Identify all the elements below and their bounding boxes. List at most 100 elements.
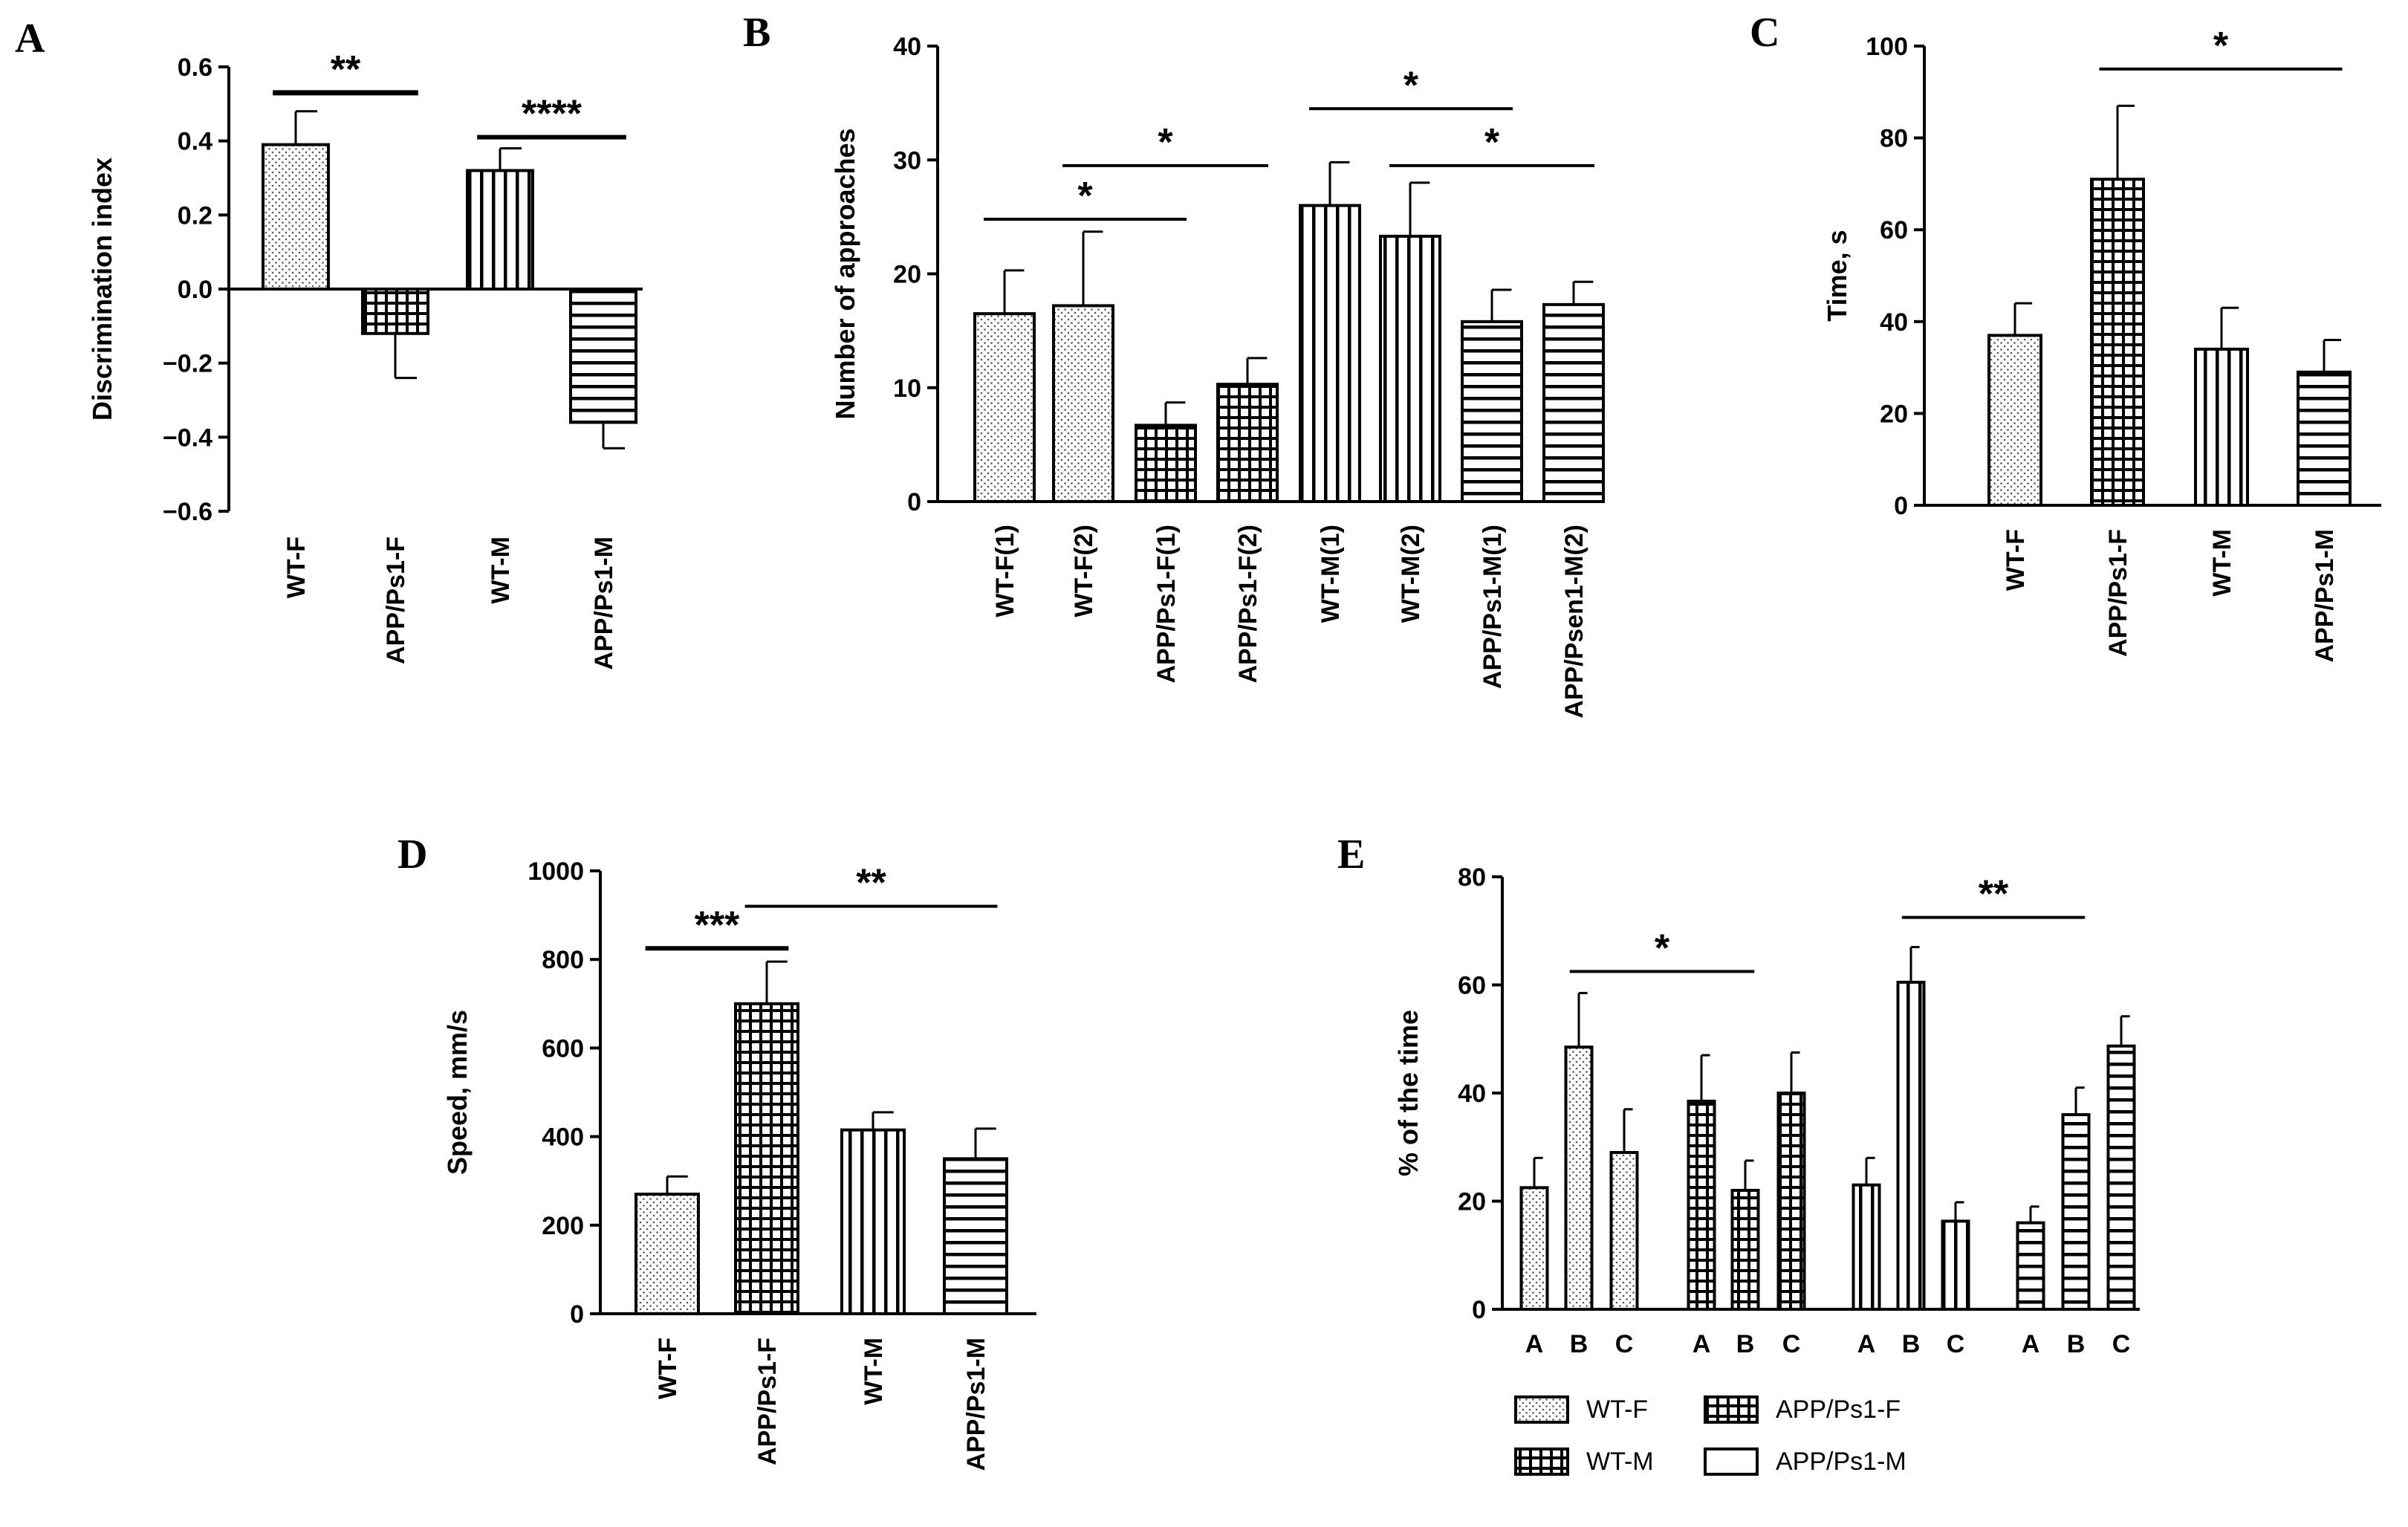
panel-a-category-label: APP/Ps1-F xyxy=(382,536,410,664)
panel-c-chart: 0 20 40 60 80 100 Time, s WT-F APP/Ps1-F WT-M APP/… xyxy=(1822,25,2381,663)
panel-a-bar xyxy=(262,143,330,291)
panel-e-legend: WT-F APP/Ps1-F WT-M APP/Ps1-M xyxy=(1514,1395,1906,1476)
panel-b-ytick-label: 0 xyxy=(907,488,921,516)
panel-c-bar xyxy=(2194,347,2249,507)
panel-c-category-label: WT-M xyxy=(2208,529,2236,597)
panel-e-ytick-label: 60 xyxy=(1458,972,1486,1000)
legend-label: APP/Ps1-M xyxy=(1776,1447,1906,1476)
panel-b-bar xyxy=(1135,424,1197,504)
panel-e-category-label: A xyxy=(1693,1330,1711,1358)
panel-b-ylabel: Number of approaches xyxy=(830,128,860,419)
panel-letter-d: D xyxy=(397,831,427,878)
panel-b-significance-label: * xyxy=(1484,121,1500,164)
panel-a-ytick-label: 0.4 xyxy=(178,128,212,156)
panel-d-bar xyxy=(840,1128,906,1316)
panel-a-chart: −0.6 −0.4 −0.2 0.0 0.2 0.4 0.6 Discrimination i… xyxy=(87,48,643,670)
panel-e-category-label: A xyxy=(1857,1330,1876,1358)
panel-d-ylabel: Speed, mm/s xyxy=(442,1010,473,1175)
panel-b-category-label: WT-M(1) xyxy=(1317,525,1345,623)
panel-e-category-label: C xyxy=(1615,1330,1634,1358)
panel-b-category-label: APP/Ps1-F(1) xyxy=(1152,525,1181,684)
panel-d-ytick-label: 400 xyxy=(542,1124,584,1152)
panel-letter-b: B xyxy=(743,10,770,56)
panel-e-ytick-label: 20 xyxy=(1458,1188,1486,1216)
panel-a-ytick-label: −0.2 xyxy=(163,350,212,378)
legend-label: WT-M xyxy=(1586,1447,1654,1476)
panel-c-category-label: APP/Ps1-F xyxy=(2104,529,2132,657)
panel-d-category-label: WT-F xyxy=(654,1338,682,1399)
panel-e-category-label: A xyxy=(2022,1330,2040,1358)
panel-a-significance-label: ** xyxy=(331,48,361,91)
panel-a-ytick-label: −0.4 xyxy=(163,424,212,452)
panel-a-category-label: WT-F xyxy=(282,536,311,598)
panel-c-ytick-label: 0 xyxy=(1894,492,1908,520)
panel-e-category-label: B xyxy=(1736,1330,1755,1358)
panel-letter-a: A xyxy=(15,16,45,62)
panel-e-ytick-label: 0 xyxy=(1472,1296,1486,1324)
panel-e-category-label: C xyxy=(1782,1330,1801,1358)
panel-e-significance-label: * xyxy=(1655,927,1670,970)
panel-a-bar xyxy=(361,288,429,335)
panel-e-bar xyxy=(1564,1045,1594,1311)
legend-swatch xyxy=(1704,1395,1759,1424)
panel-b-significance-label: * xyxy=(1077,175,1093,218)
panel-b-chart: 0 10 20 30 40 Number of approaches WT-F(1) WT-F… xyxy=(830,33,1605,719)
panel-b-bar xyxy=(973,312,1036,504)
panel-c-category-label: WT-F xyxy=(2002,529,2030,591)
panel-b-ytick-label: 10 xyxy=(893,375,921,403)
panel-d-significance-label: *** xyxy=(695,904,740,947)
panel-letter-c: C xyxy=(1750,10,1779,56)
panel-a-ytick-label: 0.0 xyxy=(178,276,212,304)
panel-e-category-label: B xyxy=(1902,1330,1921,1358)
panel-e-bar xyxy=(1941,1219,1970,1311)
panel-b-bar xyxy=(1216,383,1279,504)
panel-b-ytick-label: 40 xyxy=(893,33,921,61)
panel-d-ytick-label: 1000 xyxy=(528,857,584,886)
panel-d-bar xyxy=(635,1193,700,1315)
panel-c-bar xyxy=(2297,370,2352,507)
panel-a-significance-label: **** xyxy=(522,93,582,136)
panel-d-bar xyxy=(734,1002,799,1316)
legend-swatch xyxy=(1514,1395,1569,1424)
panel-d-ytick-label: 800 xyxy=(542,946,584,974)
panel-d-bar xyxy=(943,1157,1008,1316)
panel-b-category-label: WT-F(2) xyxy=(1070,525,1098,617)
panel-a-bar xyxy=(569,288,637,424)
panel-b-significance-label: * xyxy=(1158,121,1173,164)
panel-a-ytick-label: 0.2 xyxy=(178,201,212,230)
panel-e-ytick-label: 80 xyxy=(1458,863,1486,892)
panel-b-category-label: APP/Ps1-M(1) xyxy=(1479,525,1507,689)
panel-e-category-label: C xyxy=(1947,1330,1965,1358)
panel-d-chart: 0 200 400 600 800 1000 Speed, mm/s WT-F APP/Ps1-… xyxy=(442,857,1036,1471)
panel-e-bar xyxy=(1852,1183,1881,1312)
panel-c-ylabel: Time, s xyxy=(1822,230,1852,321)
panel-d-category-label: APP/Ps1-F xyxy=(753,1338,782,1465)
panel-a-category-label: APP/Ps1-M xyxy=(590,536,618,670)
panel-b-ytick-label: 30 xyxy=(893,146,921,175)
panel-letter-e: E xyxy=(1337,831,1365,878)
panel-e-bar xyxy=(2016,1221,2045,1311)
panel-e-bar xyxy=(1609,1151,1639,1312)
panel-d-category-label: WT-M xyxy=(860,1338,888,1405)
panel-c-ytick-label: 100 xyxy=(1866,33,1908,61)
panel-c-category-label: APP/Ps1-M xyxy=(2311,529,2339,663)
panel-c-ytick-label: 80 xyxy=(1880,125,1908,153)
panel-d-ytick-label: 0 xyxy=(570,1300,584,1329)
panel-a-bar xyxy=(466,169,534,291)
panel-e-category-label: B xyxy=(1570,1330,1588,1358)
legend-label: WT-F xyxy=(1586,1395,1648,1424)
panel-b-ytick-label: 20 xyxy=(893,261,921,289)
panel-c-ytick-label: 40 xyxy=(1880,308,1908,337)
panel-c-ytick-label: 20 xyxy=(1880,400,1908,428)
panel-e-category-label: C xyxy=(2112,1330,2131,1358)
panel-b-bar xyxy=(1299,204,1361,503)
panel-a-ylabel: Discrimination index xyxy=(87,158,117,421)
panel-d-ytick-label: 200 xyxy=(542,1212,584,1240)
panel-e-bar xyxy=(1519,1186,1549,1311)
panel-b-bar xyxy=(1461,320,1523,503)
panel-b-bar xyxy=(1052,304,1114,503)
panel-e-ytick-label: 40 xyxy=(1458,1080,1486,1108)
panel-e-category-label: A xyxy=(1525,1330,1544,1358)
